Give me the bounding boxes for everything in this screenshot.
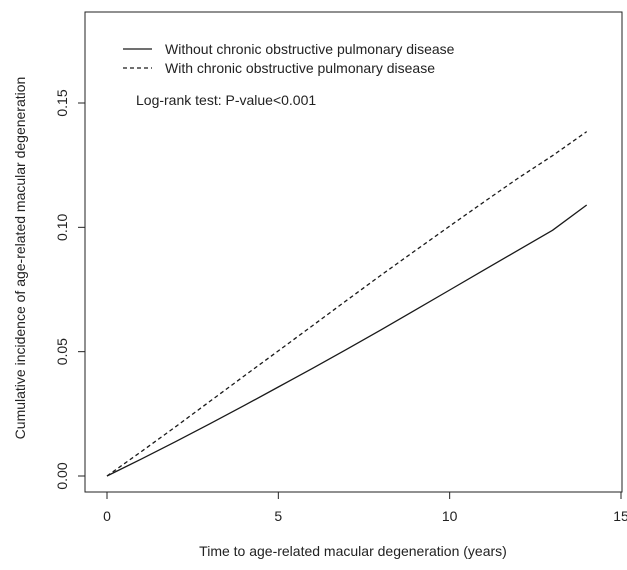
x-tick-label: 10 [442, 508, 458, 524]
series-line-without-copd [106, 204, 588, 477]
x-tick-label: 0 [103, 508, 111, 524]
x-tick-label: 5 [274, 508, 282, 524]
legend-label-without-copd: Without chronic obstructive pulmonary di… [165, 41, 455, 57]
y-tick-label: 0.15 [54, 89, 70, 116]
log-rank-annotation: Log-rank test: P-value<0.001 [136, 92, 316, 108]
legend-label-with-copd: With chronic obstructive pulmonary disea… [165, 60, 435, 76]
plot-frame [84, 11, 623, 493]
x-tick-label: 15 [613, 508, 627, 524]
series-line-with-copd [106, 131, 588, 477]
y-tick-label: 0.00 [54, 462, 70, 489]
x-axis: 0 5 10 15 [103, 491, 627, 524]
y-tick-label: 0.10 [54, 213, 70, 240]
x-axis-title: Time to age-related macular degeneration… [199, 543, 507, 559]
legend: Without chronic obstructive pulmonary di… [123, 41, 455, 76]
y-tick-label: 0.05 [54, 338, 70, 365]
y-axis: 0.00 0.05 0.10 0.15 [54, 89, 86, 490]
series-layer [106, 131, 588, 477]
y-axis-title: Cumulative incidence of age-related macu… [12, 77, 28, 440]
